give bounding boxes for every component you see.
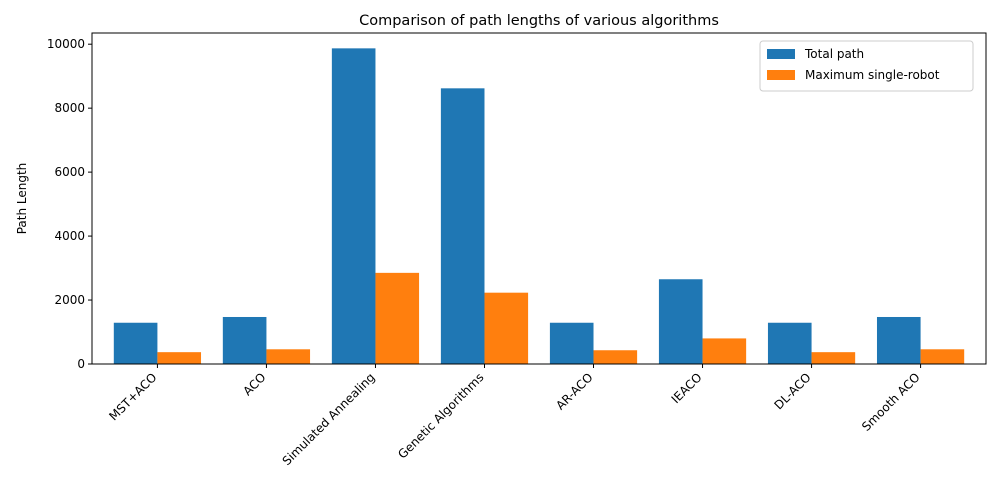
chart-title: Comparison of path lengths of various al… (359, 13, 719, 29)
plot-frame (91, 32, 987, 365)
bar-max-single-robot (266, 349, 311, 364)
y-tick-label: 10000 (47, 37, 85, 51)
x-tick-label: ACO (240, 370, 268, 398)
legend-label: Maximum single-robot (805, 68, 940, 82)
x-tick-label: AR-ACO (553, 370, 595, 412)
bar-max-single-robot (811, 352, 856, 364)
y-axis-ticks: 0 2000 4000 6000 8000 10000 (47, 37, 92, 371)
legend-swatch (767, 70, 795, 80)
bar-total-path (222, 316, 267, 364)
bars (113, 48, 965, 365)
y-tick-label: 2000 (54, 293, 85, 307)
bar-total-path (876, 316, 921, 364)
x-tick-label: DL-ACO (772, 370, 814, 412)
legend: Total path Maximum single-robot (759, 40, 974, 92)
bar-total-path (113, 322, 158, 364)
bar-total-path (767, 322, 812, 364)
y-tick-label: 0 (77, 357, 85, 371)
x-tick-label: MST+ACO (106, 370, 159, 423)
y-tick-label: 4000 (54, 229, 85, 243)
legend-label: Total path (804, 47, 864, 61)
bar-total-path (658, 279, 703, 364)
bar-max-single-robot (484, 292, 529, 364)
legend-swatch (767, 49, 795, 59)
x-tick-label: Genetic Algorithms (395, 370, 486, 461)
y-tick-label: 8000 (54, 101, 85, 115)
x-axis-ticks: MST+ACO ACO Simulated Annealing Genetic Alg… (106, 364, 923, 468)
bar-max-single-robot (702, 338, 747, 364)
y-axis-label: Path Length (15, 163, 29, 235)
x-tick-label: IEACO (669, 370, 705, 406)
bar-max-single-robot (593, 350, 638, 364)
bar-max-single-robot (375, 272, 420, 364)
bar-max-single-robot (920, 349, 965, 364)
bar-total-path (440, 88, 485, 364)
x-tick-label: Smooth ACO (859, 370, 923, 434)
bar-max-single-robot (157, 352, 202, 364)
bar-total-path (549, 322, 594, 364)
bar-total-path (331, 48, 376, 365)
x-tick-label: Simulated Annealing (280, 370, 378, 468)
legend-box (759, 40, 974, 92)
y-tick-label: 6000 (54, 165, 85, 179)
